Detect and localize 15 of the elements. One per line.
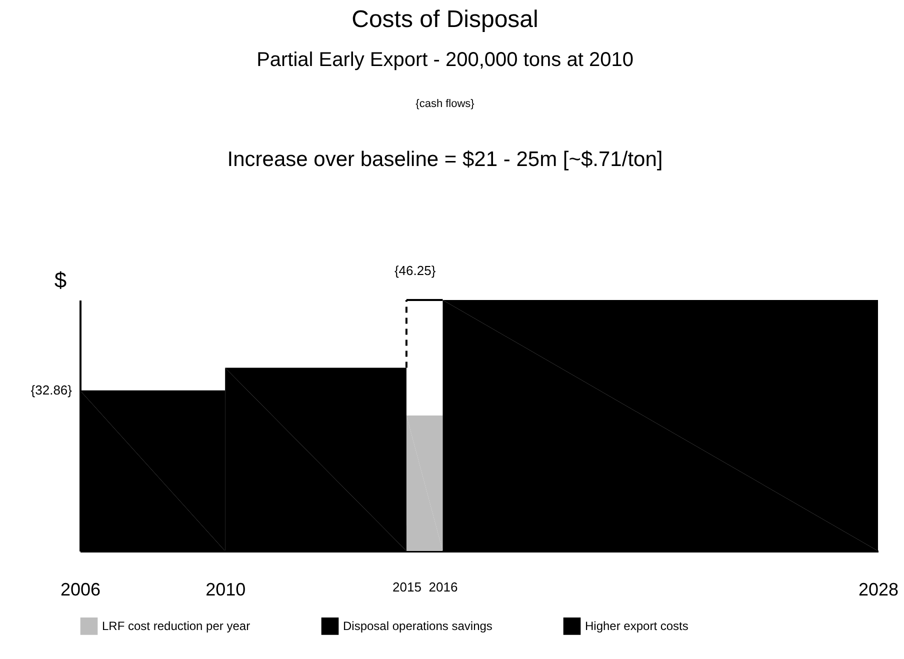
chart-subtitle: Partial Early Export - 200,000 tons at 2010 bbox=[256, 49, 634, 71]
legend-label: Disposal operations savings bbox=[343, 619, 492, 634]
x-tick-label: 2016 bbox=[428, 580, 458, 594]
x-tick-label: 2015 bbox=[392, 580, 422, 594]
annotation: {32.86} bbox=[30, 382, 73, 398]
x-tick-label: 2006 bbox=[60, 580, 101, 600]
text: {cash flows} bbox=[416, 98, 475, 110]
legend-label: Higher export costs bbox=[585, 619, 688, 634]
x-tick-label: 2028 bbox=[858, 580, 899, 600]
annotation: {46.25} bbox=[394, 263, 436, 278]
text: Increase over baseline = $21 - 25m [~$.71/ton] bbox=[227, 148, 663, 171]
x-tick-label: 2010 bbox=[206, 580, 246, 600]
legend-label: LRF cost reduction per year bbox=[102, 619, 250, 634]
y-axis-title: $ bbox=[54, 268, 67, 292]
chart-title: Costs of Disposal bbox=[352, 6, 538, 33]
